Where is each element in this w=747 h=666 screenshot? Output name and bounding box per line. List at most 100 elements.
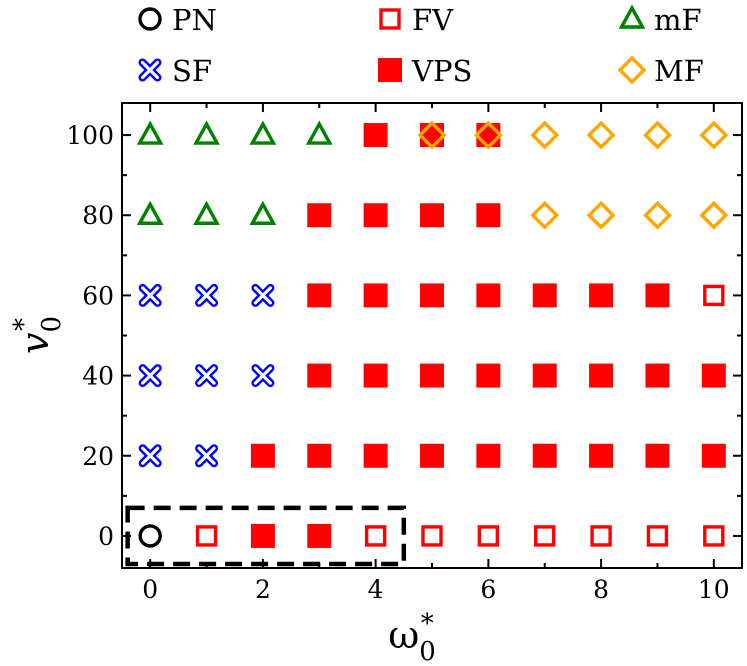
marker-vps-2-0 (250, 523, 275, 548)
marker-sf-2-60 (251, 283, 275, 307)
marker-vps-6-20 (476, 443, 501, 468)
legend-label-mf: MF (654, 54, 704, 88)
marker-vps-9-60 (645, 283, 670, 308)
legend-label-pn: PN (172, 3, 217, 37)
marker-mf-2-80 (249, 200, 277, 225)
marker-vps-7-20 (532, 443, 557, 468)
y-tick-label: 60 (82, 281, 114, 310)
marker-fv-8-0 (590, 525, 612, 547)
marker-vps-2-20 (250, 443, 275, 468)
x-tick-label: 0 (142, 575, 158, 604)
marker-vps-5-100 (420, 123, 444, 148)
marker-sf-0-60 (138, 283, 162, 307)
legend-marker-pn (138, 7, 162, 31)
marker-vps-4-40 (363, 363, 388, 388)
series-fv (195, 284, 725, 547)
legend-item-mf: MF (617, 54, 704, 88)
legend-label-fv: FV (412, 3, 454, 37)
marker-sf-1-40 (195, 364, 219, 388)
annotations (125, 505, 407, 567)
marker-vps-6-40 (476, 363, 501, 388)
marker-fv-1-0 (195, 525, 218, 547)
marker-mf-7-80 (530, 200, 560, 230)
marker-vps-7-60 (532, 283, 557, 308)
marker-vps-5-80 (420, 203, 444, 228)
marker-mf-3-100 (305, 120, 333, 145)
y-tick-label: 100 (66, 121, 114, 150)
series-vps (250, 123, 726, 548)
marker-fv-6-0 (477, 525, 500, 547)
marker-sf-0-20 (138, 444, 162, 468)
marker-vps-6-80 (476, 203, 501, 228)
legend-item-pn: PN (138, 3, 217, 37)
x-tick-label: 10 (698, 575, 730, 604)
series-sf (138, 283, 275, 468)
marker-vps-3-40 (307, 363, 332, 388)
marker-sf-2-40 (251, 364, 275, 388)
marker-sf-0-40 (138, 364, 162, 388)
marker-fv-5-0 (421, 525, 443, 547)
legend-marker-mf (618, 4, 646, 29)
legend-marker-sf (138, 58, 162, 82)
marker-mf-10-100 (699, 120, 729, 150)
x-tick-label: 6 (480, 575, 496, 604)
data-markers (136, 120, 729, 548)
marker-vps-5-40 (420, 363, 444, 388)
legend-item-vps: VPS (378, 54, 472, 88)
marker-vps-6-60 (476, 283, 501, 308)
y-axis-label: v0* (9, 316, 67, 354)
marker-mf-8-80 (586, 200, 616, 230)
marker-vps-4-20 (363, 443, 388, 468)
marker-vps-10-40 (701, 363, 726, 388)
legend-label-sf: SF (172, 54, 212, 88)
marker-mf-6-100 (473, 120, 503, 150)
marker-mf-0-100 (136, 120, 164, 145)
marker-vps-5-20 (420, 443, 444, 468)
marker-mf-5-100 (417, 120, 447, 150)
y-tick-label: 20 (82, 442, 114, 471)
marker-vps-9-40 (645, 363, 670, 388)
marker-mf-1-100 (193, 120, 220, 145)
series-mf (417, 120, 729, 230)
marker-vps-8-60 (589, 283, 614, 308)
marker-vps-4-60 (363, 283, 388, 308)
marker-vps-6-100 (476, 123, 501, 148)
legend-item-sf: SF (138, 54, 212, 88)
highlight-dashed-box (125, 505, 407, 567)
plot-area-frame (121, 102, 743, 569)
marker-vps-3-20 (307, 443, 332, 468)
x-tick-label: 8 (593, 575, 609, 604)
legend-marker-mf (617, 55, 647, 85)
marker-pn-0-0 (138, 524, 162, 548)
legend-item-mf: mF (618, 3, 702, 37)
marker-vps-8-20 (589, 443, 614, 468)
legend-marker-vps (378, 58, 402, 82)
y-tick-label: 80 (82, 201, 114, 230)
series-mf (136, 120, 333, 225)
legend-marker-fv (379, 8, 401, 30)
marker-fv-9-0 (646, 525, 669, 547)
x-tick-label: 4 (368, 575, 384, 604)
y-tick-label: 0 (98, 522, 114, 551)
marker-fv-10-0 (703, 525, 725, 547)
marker-vps-4-100 (363, 123, 388, 148)
marker-vps-7-40 (532, 363, 557, 388)
legend-item-fv: FV (379, 3, 454, 37)
marker-mf-0-80 (136, 200, 164, 225)
series-pn (138, 524, 162, 548)
y-tick-label: 40 (82, 362, 114, 391)
legend-label-vps: VPS (411, 54, 472, 88)
marker-fv-10-60 (703, 284, 725, 307)
marker-mf-9-80 (643, 200, 672, 230)
marker-vps-3-0 (307, 523, 332, 548)
marker-vps-3-80 (307, 203, 332, 228)
x-axis-label: ω0* (388, 609, 436, 666)
x-tick-label: 2 (255, 575, 271, 604)
marker-vps-3-60 (307, 283, 332, 308)
marker-vps-8-40 (589, 363, 614, 388)
marker-vps-9-20 (645, 443, 670, 468)
marker-vps-5-60 (420, 283, 444, 308)
marker-vps-4-80 (363, 203, 388, 228)
